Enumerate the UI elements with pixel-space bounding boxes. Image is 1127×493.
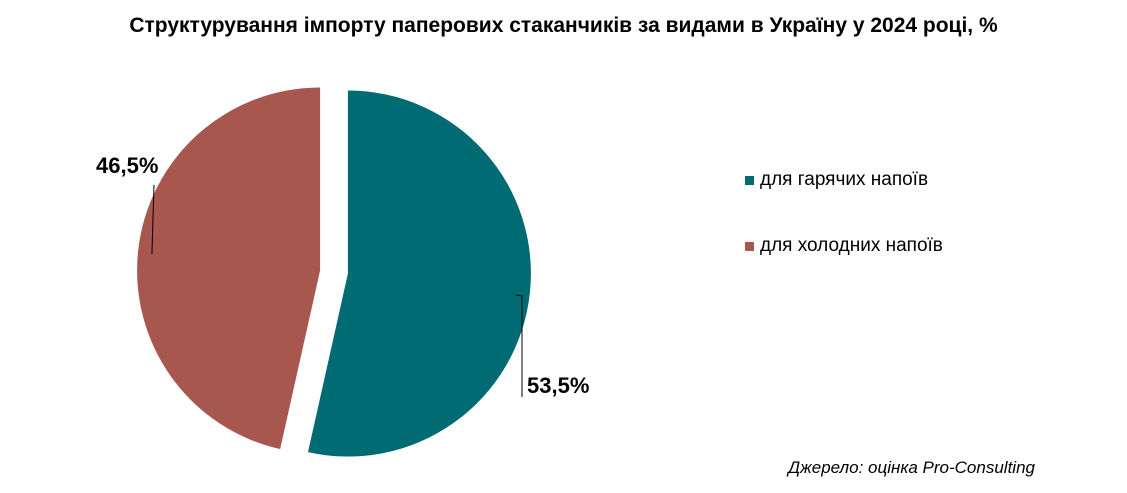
legend: для гарячих напоїв для холодних напоїв: [745, 168, 943, 300]
data-label-hot-drinks: 53,5%: [527, 373, 589, 398]
legend-label-hot-drinks: для гарячих напоїв: [760, 169, 929, 190]
slice-hot-drinks: [307, 90, 531, 457]
leader-line-cold-drinks: [151, 184, 155, 254]
leader-line-hot-drinks: [515, 294, 523, 397]
slice-cold-drinks: [137, 87, 321, 450]
source-note: Джерело: оцінка Pro-Consulting: [788, 458, 1035, 477]
legend-item-hot-drinks: для гарячих напоїв: [745, 168, 943, 192]
data-label-cold-drinks: 46,5%: [96, 153, 158, 178]
legend-swatch-hot-drinks: [745, 175, 754, 185]
legend-label-cold-drinks: для холодних напоїв: [760, 235, 943, 256]
chart-title: Структурування імпорту паперових стаканч…: [129, 14, 998, 37]
legend-swatch-cold-drinks: [745, 241, 754, 251]
legend-item-cold-drinks: для холодних напоїв: [745, 234, 943, 258]
